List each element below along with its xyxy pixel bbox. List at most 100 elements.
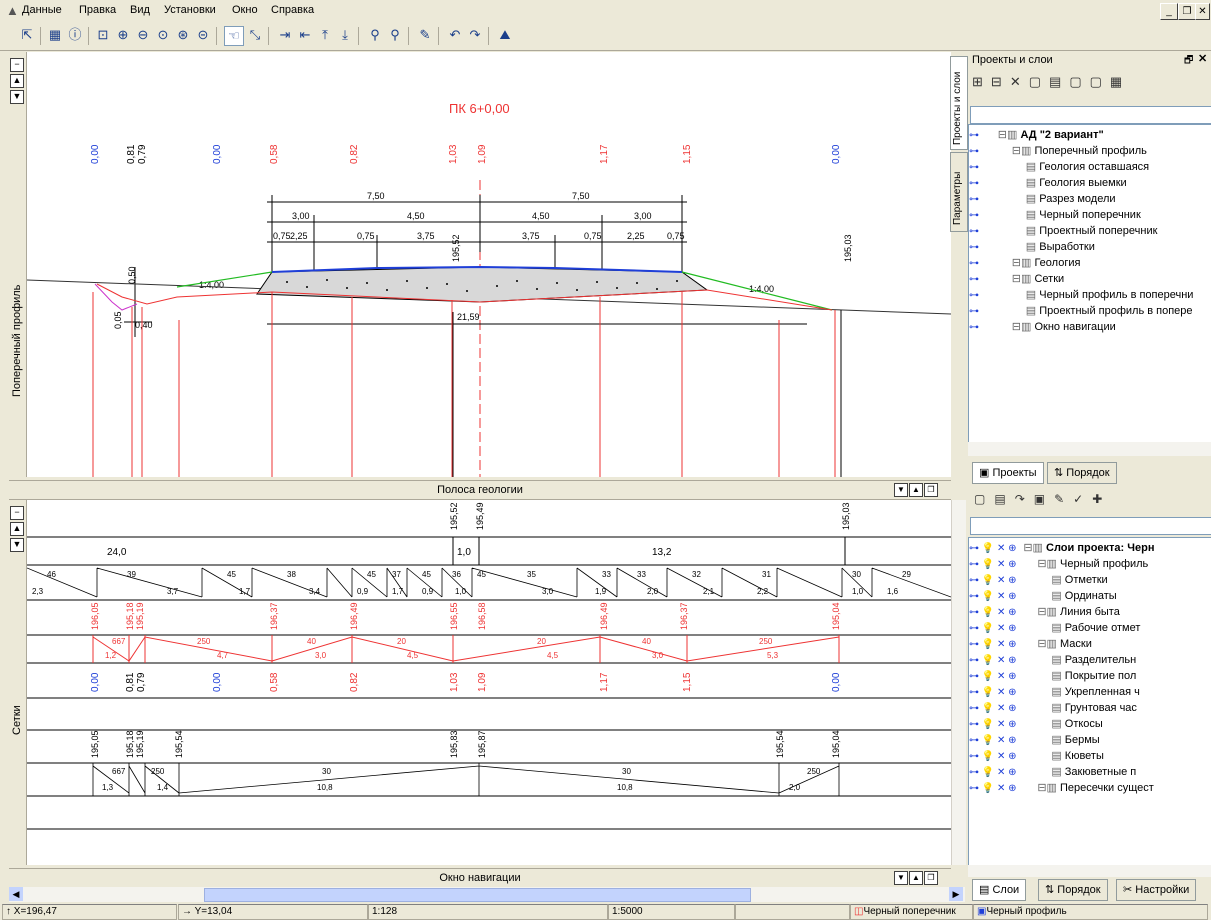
tab-layer-order[interactable]: ⇅ Порядок <box>1038 879 1108 901</box>
link-icon[interactable]: ⊶ <box>969 306 982 317</box>
band-up-icon[interactable]: ▲ <box>909 871 923 885</box>
band-down-icon[interactable]: ▼ <box>894 871 908 885</box>
restore-button[interactable]: ❐ <box>1178 3 1196 20</box>
zoom-window-icon[interactable]: ⊡ <box>97 27 109 42</box>
tree-item[interactable]: ⊶ ⊟▥ Геология <box>969 255 1080 271</box>
menu-window[interactable]: Окно <box>232 4 258 16</box>
layer-item[interactable]: ⊶ 💡 ✕ ⊕ ⊟▥ Маски <box>969 636 1092 652</box>
delete-icon[interactable]: ✕ <box>1009 74 1029 89</box>
layer-item[interactable]: ⊶ 💡 ✕ ⊕ ⊟▥ Черный профиль <box>969 556 1148 572</box>
link-icon[interactable]: ⊶ 💡 ✕ ⊕ <box>969 575 1020 586</box>
link-icon[interactable]: ⊶ <box>969 162 982 173</box>
layer-item[interactable]: ⊶ 💡 ✕ ⊕ ▤ Разделительн <box>969 652 1136 668</box>
chart-icon[interactable]: ⛰ <box>499 27 511 42</box>
layer-filter-input[interactable] <box>970 517 1211 535</box>
tab-order[interactable]: ⇅ Порядок <box>1047 462 1117 484</box>
layer-hscroll[interactable] <box>968 865 1211 877</box>
tree-item[interactable]: ⊶ ▤ Геология оставшаяся <box>969 159 1149 175</box>
band-restore-icon[interactable]: ❐ <box>924 871 938 885</box>
vtab-params[interactable]: Параметры <box>950 152 968 232</box>
collapse-all-icon[interactable]: ⊟ <box>990 74 1010 89</box>
grids-scrollbar[interactable] <box>951 500 966 865</box>
link-icon[interactable]: ⊶ <box>969 322 982 333</box>
layer-tree[interactable]: ⊶ 💡 ✕ ⊕ ⊟▥ Слои проекта: Черн ⊶ 💡 ✕ ⊕ ⊟▥ … <box>968 537 1211 867</box>
tree-item[interactable]: ⊶ ⊟▥ АД "2 вариант" <box>969 127 1104 143</box>
link-icon[interactable]: ⊶ 💡 ✕ ⊕ <box>969 559 1020 570</box>
layer-add-icon[interactable]: ✚ <box>1092 492 1112 506</box>
select-icon[interactable]: ⇱ <box>21 27 33 42</box>
tree-item[interactable]: ⊶ ⊟▥ Сетки <box>969 271 1064 287</box>
link-icon[interactable]: ⊶ <box>969 274 982 285</box>
link-icon[interactable]: ⊶ <box>969 242 982 253</box>
tree-hscroll[interactable] <box>968 442 1211 456</box>
cross-section-canvas[interactable]: ПК 6+0,00 0,00 0,81 0,79 0,00 0,58 0,82 … <box>27 52 951 477</box>
link-icon[interactable]: ⊶ 💡 ✕ ⊕ <box>969 687 1020 698</box>
menu-edit[interactable]: Правка <box>79 4 117 16</box>
undo-icon[interactable]: ↶ <box>449 27 461 42</box>
link-icon[interactable]: ⊶ 💡 ✕ ⊕ <box>969 751 1020 762</box>
tree-item[interactable]: ⊶ ▤ Черный поперечник <box>969 207 1141 223</box>
tree-filter-input[interactable] <box>970 106 1211 124</box>
collapse-icon[interactable]: − <box>10 506 24 520</box>
zoom-all-icon[interactable]: ⊛ <box>177 27 189 42</box>
move-right-icon[interactable]: ⇥ <box>279 27 291 42</box>
up-icon[interactable]: ▲ <box>10 74 24 88</box>
layer-brush-icon[interactable]: ✎ <box>1054 492 1074 506</box>
vtab-projects[interactable]: Проекты и слои <box>950 56 968 150</box>
tree-item[interactable]: ⊶ ▤ Разрез модели <box>969 191 1116 207</box>
link-icon[interactable]: ⊶ <box>969 194 982 205</box>
band-down-icon[interactable]: ▼ <box>894 483 908 497</box>
props-icon[interactable]: ▦ <box>1109 74 1131 89</box>
scroll-thumb[interactable] <box>204 888 751 902</box>
move-up-icon[interactable]: ⤒ <box>322 27 328 42</box>
menu-view[interactable]: Вид <box>130 4 150 16</box>
link-icon[interactable]: ⊶ 💡 ✕ ⊕ <box>969 783 1020 794</box>
tab-layers[interactable]: ▤ Слои <box>972 879 1027 901</box>
layer-item[interactable]: ⊶ 💡 ✕ ⊕ ▤ Закюветные п <box>969 764 1136 780</box>
layer-move-icon[interactable]: ↷ <box>1014 492 1034 506</box>
layer-item[interactable]: ⊶ 💡 ✕ ⊕ ▤ Ординаты <box>969 588 1117 604</box>
minimize-button[interactable]: _ <box>1160 3 1178 20</box>
grid-icon[interactable]: ▦ <box>48 27 62 42</box>
layer-item[interactable]: ⊶ 💡 ✕ ⊕ ▤ Грунтовая час <box>969 700 1137 716</box>
down-icon[interactable]: ▼ <box>10 90 24 104</box>
link-icon[interactable]: ⊶ <box>969 178 982 189</box>
link-icon[interactable]: ⊶ 💡 ✕ ⊕ <box>969 639 1020 650</box>
menu-settings[interactable]: Установки <box>164 4 216 16</box>
link-icon[interactable]: ⊶ <box>969 210 982 221</box>
link-icon[interactable]: ⊶ <box>969 226 982 237</box>
move-down-icon[interactable]: ⤓ <box>342 27 348 42</box>
menu-data[interactable]: Данные <box>22 4 62 16</box>
tree-item[interactable]: ⊶ ⊟▥ Окно навигации <box>969 319 1116 335</box>
layer-item[interactable]: ⊶ 💡 ✕ ⊕ ⊟▥ Пересечки сущест <box>969 780 1154 796</box>
fit-icon[interactable]: ⤡ <box>249 27 261 42</box>
paste-icon[interactable]: ▢ <box>1089 74 1110 89</box>
panel-close-icon[interactable]: ✕ <box>1198 53 1208 65</box>
band-up-icon[interactable]: ▲ <box>909 483 923 497</box>
link-icon[interactable]: ⊶ 💡 ✕ ⊕ <box>969 703 1020 714</box>
tab-projects[interactable]: ▣ Проекты <box>972 462 1044 484</box>
expand-icon[interactable]: ⊞ <box>972 74 991 89</box>
up-icon[interactable]: ▲ <box>10 522 24 536</box>
zoom-out-icon[interactable]: ⊖ <box>137 27 149 42</box>
link-icon[interactable]: ⊶ 💡 ✕ ⊕ <box>969 623 1020 634</box>
scroll-right-icon[interactable]: ▶ <box>949 887 963 901</box>
copy-icon[interactable]: ▢ <box>1069 74 1090 89</box>
tree-item[interactable]: ⊶ ▤ Проектный профиль в попере <box>969 303 1193 319</box>
link-icon[interactable]: ⊶ <box>969 290 982 301</box>
link-icon[interactable]: ⊶ <box>969 130 982 141</box>
band-restore-icon[interactable]: ❐ <box>924 483 938 497</box>
pin-icon[interactable]: 🗗 <box>1184 55 1194 66</box>
layer-check-icon[interactable]: ✓ <box>1073 492 1093 506</box>
layer-item[interactable]: ⊶ 💡 ✕ ⊕ ⊟▥ Линия быта <box>969 604 1120 620</box>
link-icon[interactable]: ⊶ 💡 ✕ ⊕ <box>969 719 1020 730</box>
grids-canvas[interactable]: 195,52 195,49 195,03 24,0 1,0 13,2 46 39… <box>27 500 951 865</box>
link-icon[interactable]: ⊶ <box>969 146 982 157</box>
link-icon[interactable]: ⊶ 💡 ✕ ⊕ <box>969 543 1020 554</box>
layer-new-icon[interactable]: ▢ <box>974 492 995 506</box>
layer-item[interactable]: ⊶ 💡 ✕ ⊕ ▤ Кюветы <box>969 748 1104 764</box>
collapse-icon[interactable]: − <box>10 58 24 72</box>
tree-item[interactable]: ⊶ ▤ Выработки <box>969 239 1095 255</box>
layer-item[interactable]: ⊶ 💡 ✕ ⊕ ▤ Отметки <box>969 572 1108 588</box>
zoom-icon[interactable]: ⊙ <box>157 27 169 42</box>
